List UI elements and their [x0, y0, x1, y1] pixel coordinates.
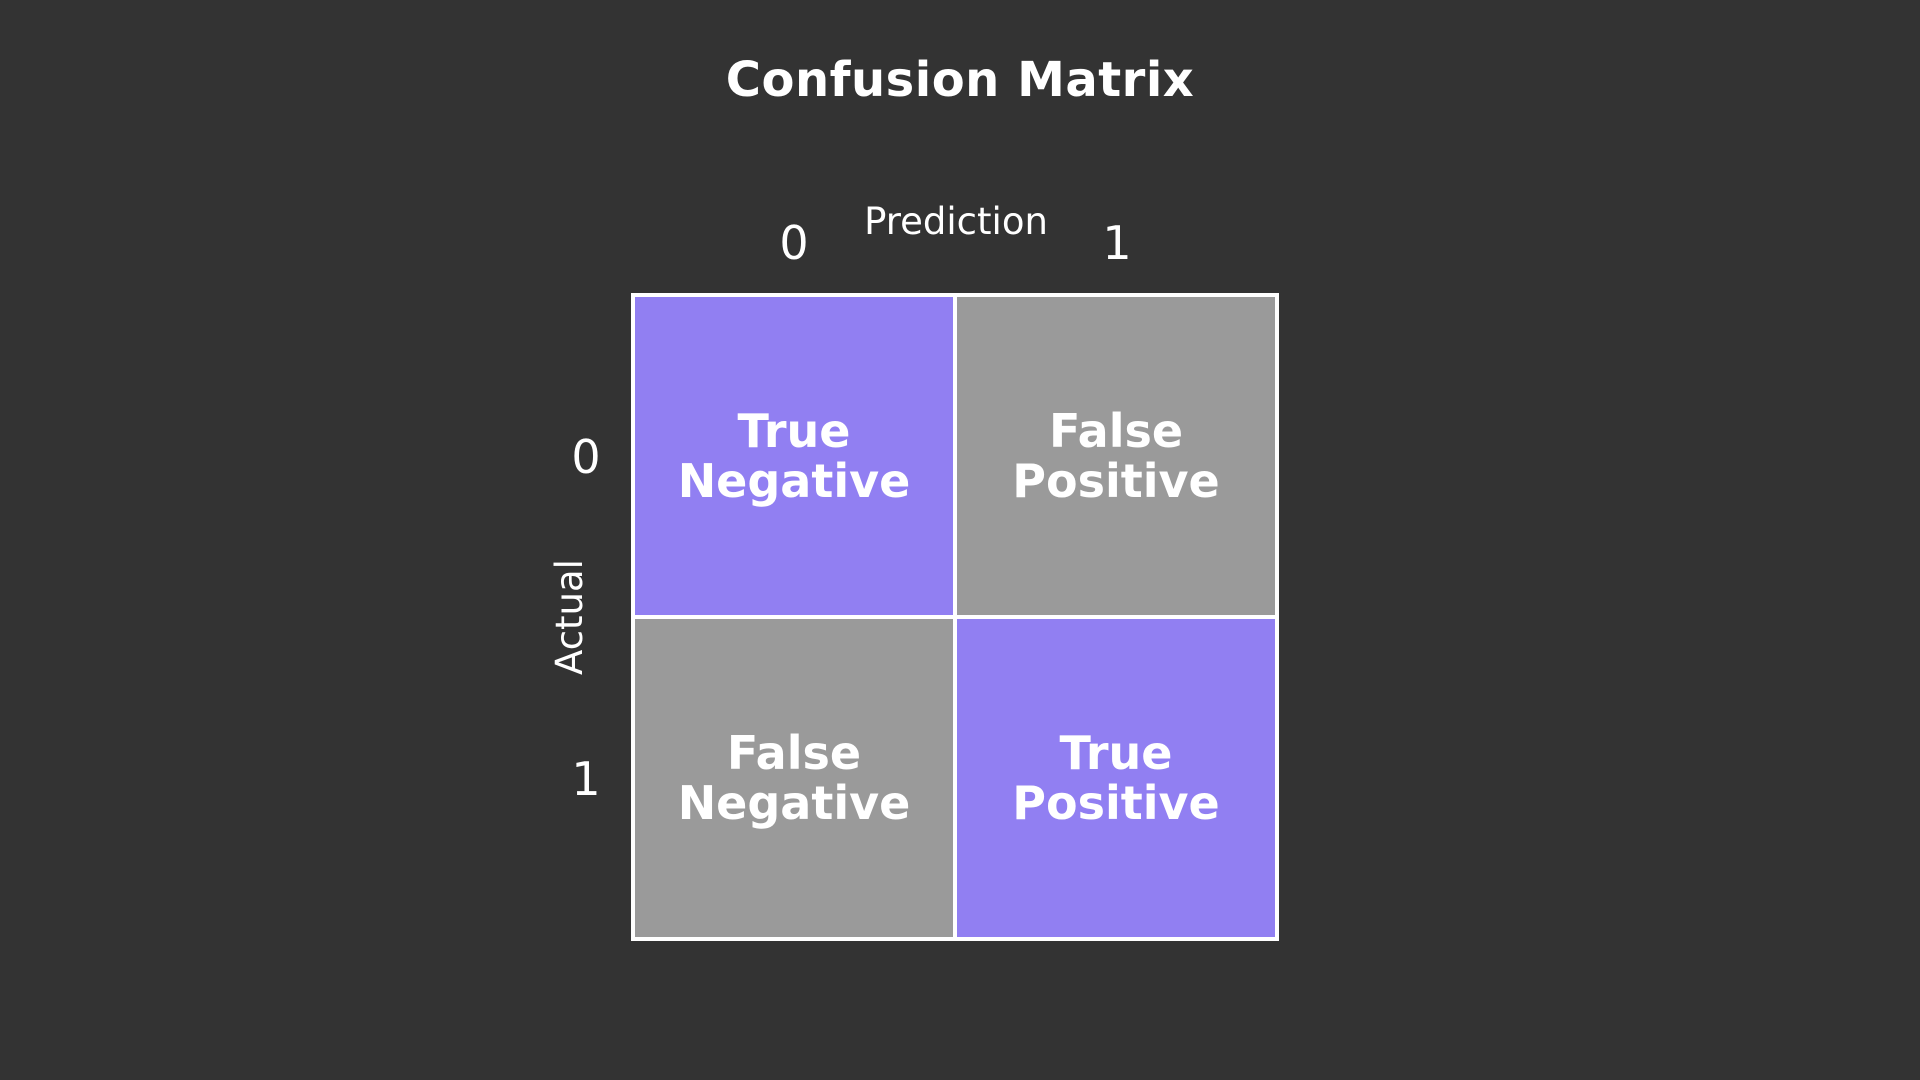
- column-tick-1: 1: [1102, 216, 1132, 270]
- cell-label-line1: True: [1059, 726, 1173, 780]
- column-tick-0: 0: [779, 216, 809, 270]
- cell-label-line2: Negative: [677, 454, 911, 508]
- cell-true-positive: True Positive: [957, 619, 1275, 937]
- cell-label-line1: False: [726, 726, 862, 780]
- row-tick-1: 1: [571, 752, 601, 806]
- confusion-matrix-grid: True Negative False Positive False Negat…: [631, 293, 1279, 941]
- cell-label-line1: False: [1048, 404, 1184, 458]
- cell-false-negative: False Negative: [635, 619, 953, 937]
- cell-label-line2: Positive: [1012, 776, 1220, 830]
- cell-label-line2: Positive: [1012, 454, 1220, 508]
- y-axis-title: Actual: [548, 559, 591, 675]
- row-tick-0: 0: [571, 430, 601, 484]
- cell-label-line2: Negative: [677, 776, 911, 830]
- diagram-title: Confusion Matrix: [725, 52, 1195, 108]
- cell-true-negative: True Negative: [635, 297, 953, 615]
- x-axis-title: Prediction: [864, 200, 1048, 243]
- cell-label-line1: True: [737, 404, 851, 458]
- cell-false-positive: False Positive: [957, 297, 1275, 615]
